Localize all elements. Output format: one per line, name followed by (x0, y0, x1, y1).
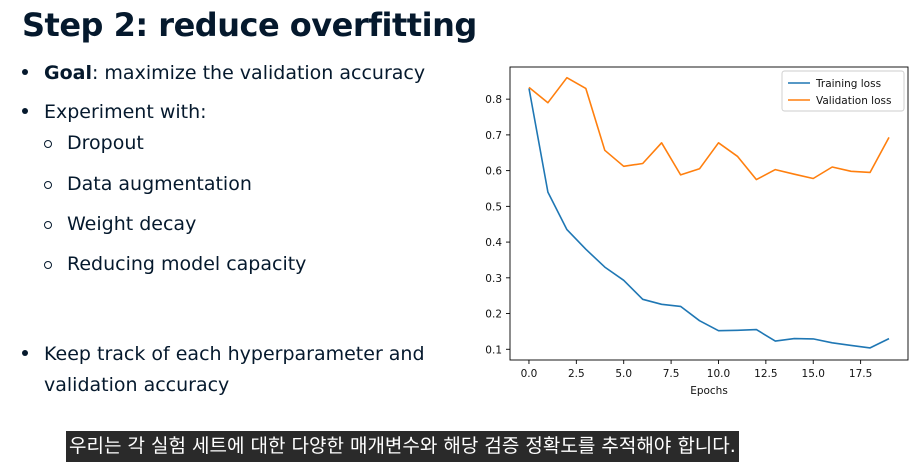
caption-subtitle: 우리는 각 실험 세트에 대한 다양한 매개변수와 해당 검증 정확도를 추적해… (66, 431, 739, 462)
x-tick-label: 15.0 (802, 368, 825, 380)
y-tick-label: 0.6 (485, 166, 502, 178)
goal-label: Goal (44, 62, 92, 84)
y-tick-label: 0.5 (485, 201, 502, 213)
sub-bullet-weight-decay: Weight decay (44, 213, 196, 235)
sub-bullet-reducing-capacity: Reducing model capacity (44, 253, 306, 275)
loss-chart: 0.0 2.5 5.0 7.5 10.0 12.5 15.0 17.5 0.1 0.2 0.3 0.4… (485, 66, 909, 397)
x-tick-label: 17.5 (849, 368, 872, 380)
series-line-validation-loss (528, 76, 890, 181)
plot-frame (509, 66, 909, 361)
goal-text: : maximize the validation accuracy (91, 62, 426, 84)
sub-bullet-label: Reducing model capacity (67, 253, 307, 275)
y-tick-label: 0.1 (485, 344, 502, 356)
sub-bullet-label: Dropout (67, 132, 144, 154)
keep-track-line-2: validation accuracy (44, 374, 230, 396)
x-tick-label: 2.5 (568, 368, 585, 380)
x-tick-label: 5.0 (615, 368, 632, 380)
experiment-text: Experiment with: (44, 101, 207, 123)
keep-track-line-1: Keep track of each hyperparameter and (44, 343, 425, 365)
series-line-training-loss (528, 88, 890, 349)
sub-bullet-dropout: Dropout (44, 132, 144, 154)
sub-bullet-label: Weight decay (67, 213, 197, 235)
legend-label: Training loss (815, 78, 881, 90)
bullet-goal: Goal: maximize the validation accuracy (20, 58, 425, 89)
y-tick-label: 0.8 (485, 94, 502, 106)
legend-box (781, 70, 905, 112)
x-tick-label: 0.0 (521, 368, 538, 380)
x-tick-label: 7.5 (663, 368, 680, 380)
bullet-experiment: Experiment with: (20, 97, 207, 128)
slide-title: Step 2: reduce overfitting (22, 6, 477, 44)
sub-bullet-label: Data augmentation (67, 173, 252, 195)
sub-bullet-data-augmentation: Data augmentation (44, 173, 252, 195)
x-tick-label: 12.5 (754, 368, 777, 380)
x-tick-label: 10.0 (707, 368, 730, 380)
y-tick-label: 0.2 (485, 309, 502, 321)
y-tick-label: 0.4 (485, 237, 502, 249)
x-axis-label: Epochs (690, 385, 728, 397)
y-tick-label: 0.7 (485, 130, 502, 142)
bullet-keep-track: Keep track of each hyperparameter and va… (20, 339, 425, 401)
legend-label: Validation loss (816, 95, 891, 107)
y-tick-label: 0.3 (485, 273, 502, 285)
